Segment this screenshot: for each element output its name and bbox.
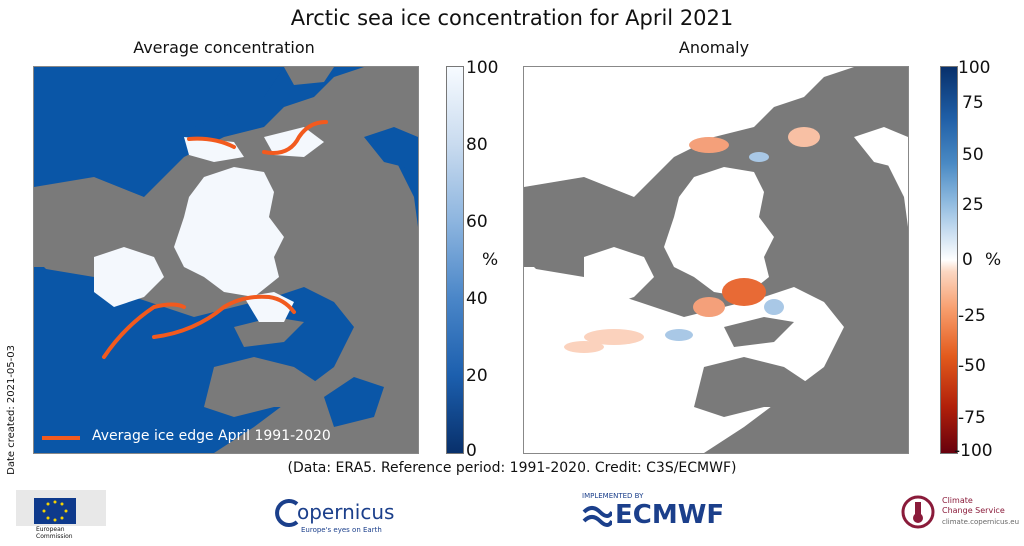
concentration-colorbar xyxy=(446,66,464,454)
eu-commission-logo: European Commission xyxy=(16,490,106,540)
colorbar-tick: -100 xyxy=(954,441,993,461)
ecmwf-logo: IMPLEMENTED BY ECMWF xyxy=(582,492,742,536)
c3s-line1: Climate xyxy=(942,496,973,505)
c3s-url: climate.copernicus.eu xyxy=(942,518,1020,526)
colorbar-tick: -25 xyxy=(958,306,986,326)
eu-logo-icon xyxy=(16,490,106,526)
concentration-map xyxy=(33,66,419,454)
copernicus-name: opernicus xyxy=(297,500,395,524)
ecmwf-wave-icon xyxy=(582,506,612,527)
left-panel-title: Average concentration xyxy=(133,38,315,57)
ecmwf-name: ECMWF xyxy=(615,500,725,530)
anomaly-colorbar xyxy=(940,66,958,454)
right-panel-title: Anomaly xyxy=(678,38,750,57)
colorbar-tick: 50 xyxy=(962,145,984,165)
anomaly-patches xyxy=(564,127,820,353)
colorbar-unit: % xyxy=(482,250,499,270)
colorbar-tick: -50 xyxy=(958,356,986,376)
colorbar-tick: 75 xyxy=(962,93,984,113)
page-title: Arctic sea ice concentration for April 2… xyxy=(290,6,734,30)
anomaly-map xyxy=(523,66,909,454)
copernicus-logo: opernicus Europe's eyes on Earth xyxy=(275,496,405,536)
colorbar-tick: 40 xyxy=(466,289,488,309)
ice-edge-legend-swatch xyxy=(42,436,80,440)
colorbar-tick: 100 xyxy=(958,58,991,78)
eu-text: European xyxy=(36,526,65,533)
lower-landmass xyxy=(694,317,908,453)
ecmwf-implemented-by: IMPLEMENTED BY xyxy=(582,492,644,500)
colorbar-tick: 0 xyxy=(962,250,973,270)
lower-landmass xyxy=(204,317,418,453)
colorbar-tick: -75 xyxy=(958,408,986,428)
concentration-map-graphic xyxy=(34,67,418,453)
colorbar-tick: 100 xyxy=(466,58,499,78)
copernicus-tagline: Europe's eyes on Earth xyxy=(301,526,382,534)
c3s-line2: Change Service xyxy=(942,506,1005,515)
c3s-thermometer-icon xyxy=(901,495,935,529)
colorbar-tick: 0 xyxy=(466,441,477,461)
ice-edge-legend-label: Average ice edge April 1991-2020 xyxy=(92,428,331,444)
colorbar-tick: 25 xyxy=(962,195,984,215)
date-created-label: Date created: 2021-05-03 xyxy=(6,345,17,475)
colorbar-tick: 80 xyxy=(466,135,488,155)
anomaly-map-graphic xyxy=(524,67,908,453)
copernicus-c-icon xyxy=(275,499,299,527)
colorbar-tick: 60 xyxy=(466,212,488,232)
data-credit: (Data: ERA5. Reference period: 1991-2020… xyxy=(287,460,737,476)
ice-edge-line xyxy=(102,120,328,359)
colorbar-tick: 20 xyxy=(466,366,488,386)
c3s-logo: Climate Change Service climate.copernicu… xyxy=(900,490,1019,536)
eu-text: Commission xyxy=(36,533,73,540)
colorbar-unit: % xyxy=(985,250,1002,270)
